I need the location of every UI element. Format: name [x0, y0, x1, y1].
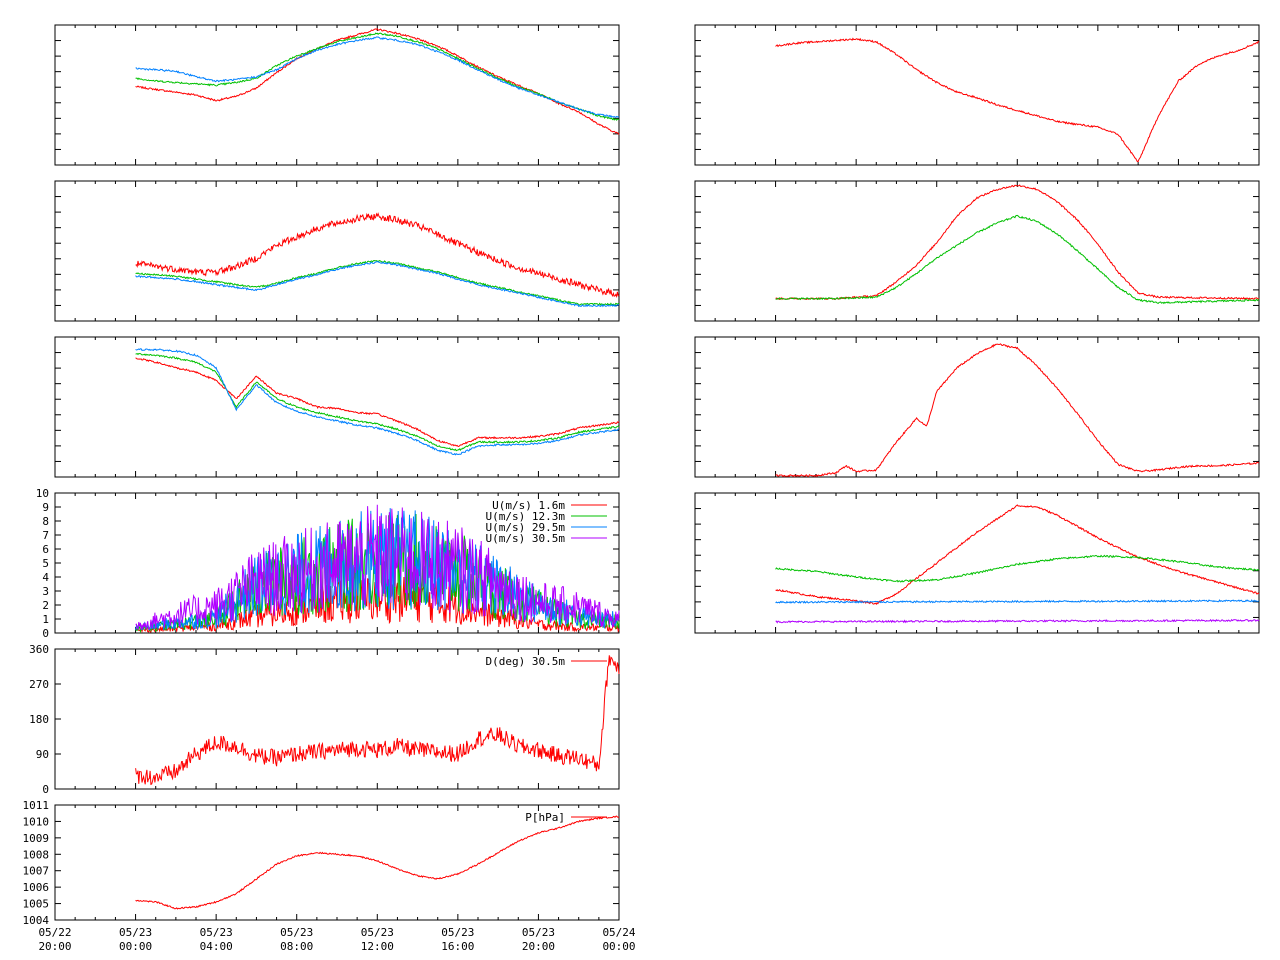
y-tick-label: 6: [42, 543, 49, 556]
y-tick-label: 8: [42, 515, 49, 528]
x-tick-label-time: 20:00: [38, 940, 71, 953]
series-line-right-4-0: [775, 504, 1260, 606]
series-line-right-2-0: [775, 184, 1260, 301]
y-tick-label: 2: [42, 599, 49, 612]
plot-frame-right-3: [694, 336, 1260, 478]
plot-frame-left-3: [54, 336, 620, 478]
series-line-left-4-wind-speed-3: [135, 504, 620, 630]
legend-label: U(m/s) 30.5m: [486, 532, 566, 545]
legend-label: U(m/s) 1.6m: [492, 499, 565, 512]
series-line-right-3-0: [775, 343, 1260, 478]
legend-label: P[hPa]: [525, 811, 565, 824]
series-line-left-4-wind-speed-2: [135, 508, 620, 631]
series-line-left-2-2: [135, 261, 620, 308]
x-tick-label-time: 16:00: [441, 940, 474, 953]
y-tick-label: 1010: [23, 815, 50, 828]
series-line-left-3-2: [135, 348, 620, 456]
series-line-left-2-0: [135, 212, 620, 298]
y-tick-label: 360: [29, 643, 49, 656]
series-line-left-5-wind-direction-0: [135, 655, 620, 786]
plot-frame-right-4: [694, 492, 1260, 634]
series-line-right-2-1: [775, 214, 1260, 305]
y-tick-label: 5: [42, 557, 49, 570]
y-tick-label: 270: [29, 678, 49, 691]
y-tick-label: 0: [42, 627, 49, 640]
x-tick-label-date: 05/23: [361, 926, 394, 939]
legend-label: U(m/s) 29.5m: [486, 521, 566, 534]
x-tick-label-date: 05/23: [280, 926, 313, 939]
series-line-left-2-1: [135, 259, 619, 306]
y-tick-label: 7: [42, 529, 49, 542]
series-line-right-4-2: [775, 599, 1260, 604]
plot-frame-right-1: [694, 24, 1260, 166]
y-tick-label: 10: [36, 487, 49, 500]
y-tick-label: 1008: [23, 848, 50, 861]
y-tick-label: 1011: [23, 799, 50, 812]
y-tick-label: 1005: [23, 898, 50, 911]
series-line-left-6-pressure-0: [135, 815, 620, 910]
y-tick-label: 1009: [23, 832, 50, 845]
y-tick-label: 9: [42, 501, 49, 514]
plot-frame-left-2: [54, 180, 620, 322]
series-line-left-3-0: [135, 357, 620, 448]
series-line-left-3-1: [135, 352, 620, 452]
x-tick-label-date: 05/22: [38, 926, 71, 939]
series-line-right-4-3: [775, 618, 1260, 624]
legend-label: D(deg) 30.5m: [486, 655, 566, 668]
series-line-left-1-1: [135, 32, 620, 121]
plot-frame-left-5-wind-direction: [54, 648, 620, 790]
y-tick-label: 1006: [23, 881, 50, 894]
y-tick-label: 1004: [23, 914, 50, 927]
x-tick-label-time: 12:00: [361, 940, 394, 953]
x-tick-label-time: 00:00: [119, 940, 152, 953]
x-tick-label-time: 00:00: [602, 940, 635, 953]
series-line-right-1-0: [775, 37, 1260, 163]
y-tick-label: 180: [29, 713, 49, 726]
x-tick-label-date: 05/23: [200, 926, 233, 939]
series-line-left-1-2: [135, 36, 620, 118]
x-tick-label-time: 04:00: [200, 940, 233, 953]
plot-frame-right-2: [694, 180, 1260, 322]
x-tick-label-time: 20:00: [522, 940, 555, 953]
y-tick-label: 90: [36, 748, 49, 761]
x-tick-label-time: 08:00: [280, 940, 313, 953]
series-line-right-4-1: [775, 554, 1260, 583]
x-tick-label-date: 05/23: [441, 926, 474, 939]
y-tick-label: 3: [42, 585, 49, 598]
x-tick-label-date: 05/24: [602, 926, 635, 939]
x-tick-label-date: 05/23: [119, 926, 152, 939]
legend-label: U(m/s) 12.3m: [486, 510, 566, 523]
y-tick-label: 1007: [23, 865, 50, 878]
y-tick-label: 0: [42, 783, 49, 796]
y-tick-label: 1: [42, 613, 49, 626]
x-tick-label-date: 05/23: [522, 926, 555, 939]
series-line-left-1-0: [135, 28, 620, 135]
y-tick-label: 4: [42, 571, 49, 584]
